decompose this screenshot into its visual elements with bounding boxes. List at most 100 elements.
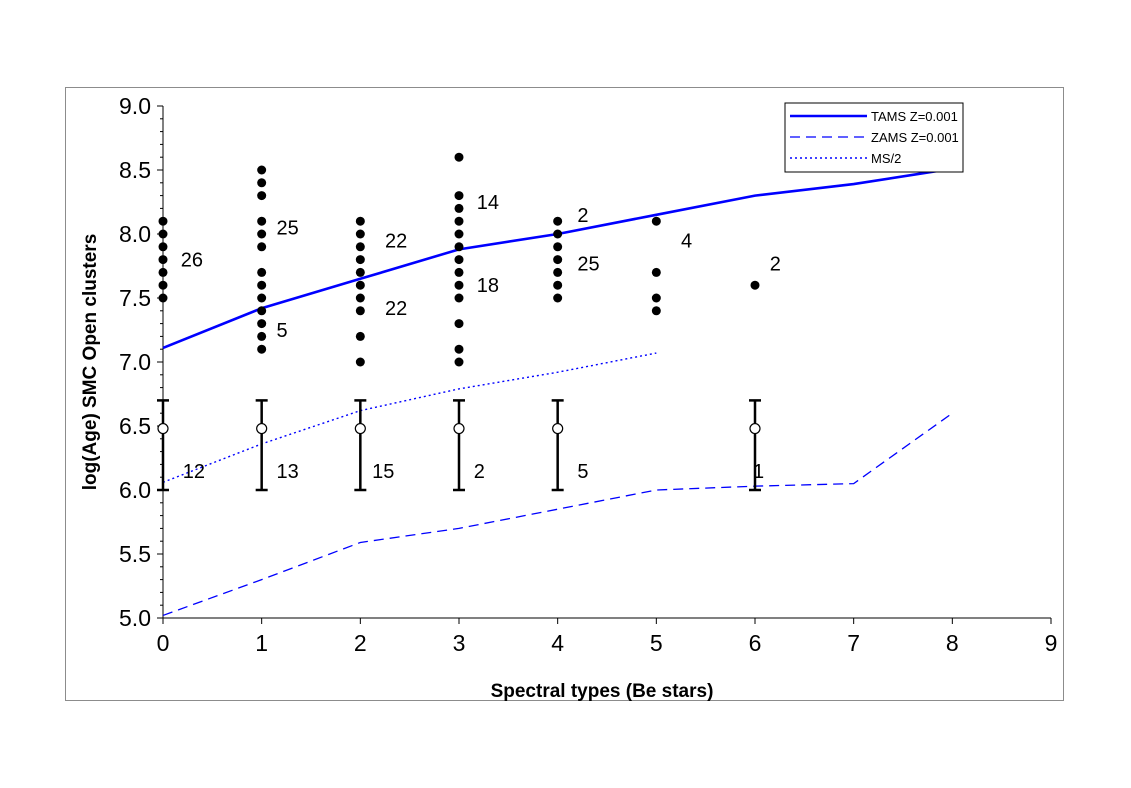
y-tick-label: 5.5 <box>119 541 151 567</box>
cluster-point <box>355 331 365 341</box>
cluster-point <box>355 306 365 316</box>
cluster-point <box>257 344 267 354</box>
cluster-point <box>651 293 661 303</box>
series-line-1 <box>162 412 953 617</box>
count-label: 2 <box>770 253 781 275</box>
cluster-point <box>355 229 365 239</box>
x-tick-label: 9 <box>1045 630 1058 656</box>
cluster-point <box>355 293 365 303</box>
count-label: 12 <box>183 461 205 483</box>
y-tick-label: 6.5 <box>119 413 151 439</box>
cluster-point <box>454 229 464 239</box>
cluster-point <box>454 344 464 354</box>
cluster-point <box>158 280 168 290</box>
x-tick-label: 0 <box>157 630 170 656</box>
cluster-point <box>355 357 365 367</box>
cluster-point <box>454 152 464 162</box>
cluster-point <box>553 216 563 226</box>
field-point <box>157 422 169 435</box>
x-tick-label: 5 <box>650 630 663 656</box>
y-tick-label: 8.0 <box>119 221 151 247</box>
cluster-point <box>257 216 267 226</box>
cluster-point <box>651 306 661 316</box>
x-tick-label: 8 <box>946 630 959 656</box>
cluster-point <box>651 216 661 226</box>
x-axis-title: Spectral types (Be stars) <box>491 681 714 702</box>
field-point <box>354 422 366 435</box>
cluster-point <box>158 293 168 303</box>
cluster-point <box>158 267 168 277</box>
count-label: 5 <box>276 320 287 342</box>
count-label: 22 <box>385 298 407 320</box>
cluster-point <box>257 280 267 290</box>
cluster-point <box>355 216 365 226</box>
field-point <box>552 422 564 435</box>
series-line-2 <box>162 352 657 483</box>
legend-label: TAMS Z=0.001 <box>871 109 958 124</box>
x-tick-label: 3 <box>453 630 466 656</box>
cluster-point <box>257 242 267 252</box>
count-label: 1 <box>753 461 764 483</box>
y-axis-title: log(Age) SMC Open clusters <box>80 234 101 491</box>
cluster-point <box>257 229 267 239</box>
count-label: 13 <box>276 461 298 483</box>
field-point <box>749 422 761 435</box>
legend-label: MS/2 <box>871 151 901 166</box>
field-point <box>453 422 465 435</box>
legend: TAMS Z=0.001 ZAMS Z=0.001 MS/2 <box>784 102 964 173</box>
cluster-point <box>553 293 563 303</box>
cluster-point <box>257 331 267 341</box>
count-label: 4 <box>681 230 692 252</box>
count-label: 15 <box>372 461 394 483</box>
axes: 5.05.56.06.57.07.58.08.59.00 1 2 3 4 5 6 7 8 9Spe… <box>80 93 1057 702</box>
cluster-point <box>158 242 168 252</box>
count-label: 2 <box>577 205 588 227</box>
y-tick-label: 9.0 <box>119 93 151 119</box>
field-point <box>256 422 268 435</box>
y-tick-label: 8.5 <box>119 157 151 183</box>
cluster-point <box>257 191 267 201</box>
cluster-point <box>158 255 168 265</box>
cluster-point <box>454 280 464 290</box>
cluster-point <box>553 255 563 265</box>
cluster-point <box>454 191 464 201</box>
cluster-point <box>454 357 464 367</box>
x-tick-label: 2 <box>354 630 367 656</box>
cluster-point <box>454 216 464 226</box>
cluster-point <box>257 267 267 277</box>
count-label: 25 <box>276 218 298 240</box>
cluster-point <box>454 267 464 277</box>
cluster-point <box>454 319 464 329</box>
cluster-point <box>355 255 365 265</box>
x-tick-label: 1 <box>255 630 268 656</box>
cluster-point <box>553 280 563 290</box>
count-label: 25 <box>577 253 599 275</box>
cluster-point <box>158 229 168 239</box>
legend-label: ZAMS Z=0.001 <box>871 130 959 145</box>
cluster-point <box>257 165 267 175</box>
cluster-point <box>158 216 168 226</box>
y-tick-label: 5.0 <box>119 605 151 631</box>
cluster-point <box>257 178 267 188</box>
count-label: 22 <box>385 230 407 252</box>
cluster-point <box>257 306 267 316</box>
cluster-point <box>750 280 760 290</box>
cluster-point <box>355 267 365 277</box>
cluster-point <box>454 293 464 303</box>
x-tick-label: 7 <box>847 630 860 656</box>
cluster-point <box>454 203 464 213</box>
y-tick-label: 6.0 <box>119 477 151 503</box>
count-label: 14 <box>477 192 499 214</box>
chart-frame <box>65 87 1064 701</box>
y-tick-label: 7.5 <box>119 285 151 311</box>
count-label: 2 <box>474 461 485 483</box>
count-label: 18 <box>477 275 499 297</box>
cluster-point <box>257 319 267 329</box>
x-tick-label: 6 <box>749 630 762 656</box>
y-tick-label: 7.0 <box>119 349 151 375</box>
cluster-point <box>651 267 661 277</box>
count-label: 26 <box>181 250 203 272</box>
cluster-point <box>355 242 365 252</box>
count-label: 5 <box>577 461 588 483</box>
